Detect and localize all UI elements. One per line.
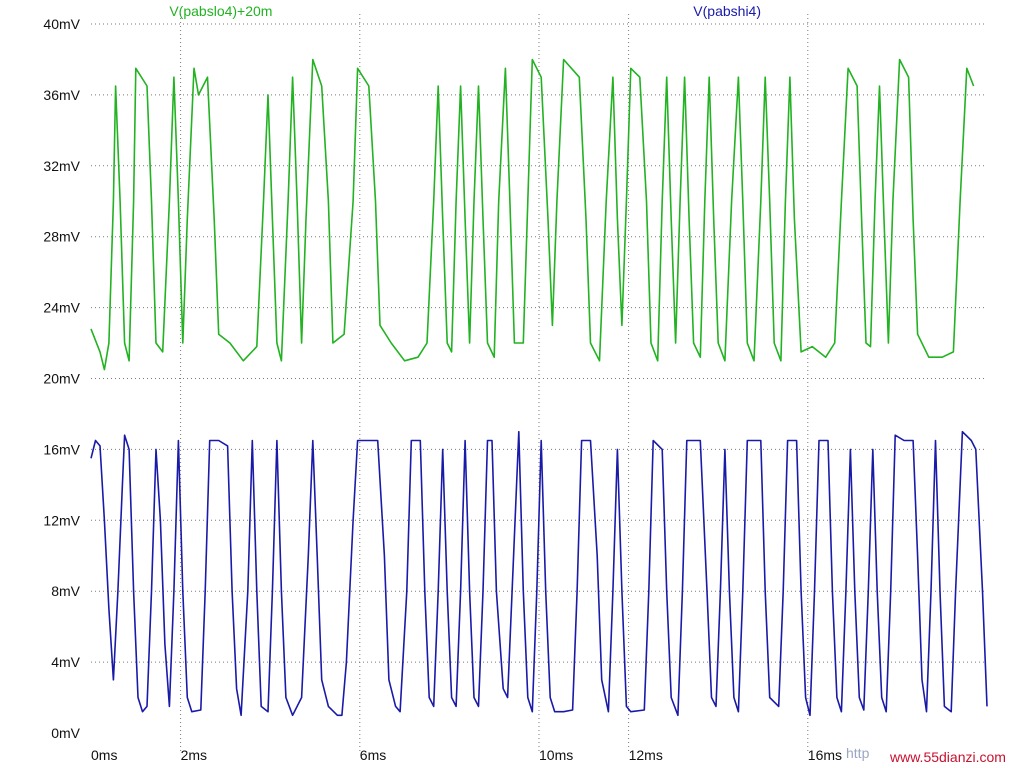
series-layer: [90, 58, 988, 717]
y-tick-label: 20mV: [43, 371, 80, 387]
y-tick-label: 16mV: [43, 441, 80, 457]
watermark-faint-text: http: [846, 745, 870, 761]
y-tick-label: 28mV: [43, 229, 80, 245]
watermark-text: www.55dianzi.com: [889, 749, 1006, 765]
x-tick-label: 16ms: [808, 747, 842, 763]
x-tick-label: 0ms: [91, 747, 117, 763]
axis-ticks: 0mV 4mV 8mV 12mV 16mV 20mV 24mV 28mV 32mV 36mV 40m…: [43, 16, 842, 763]
x-tick-label: 12ms: [629, 747, 663, 763]
y-tick-label: 32mV: [43, 158, 80, 174]
y-tick-label: 0mV: [51, 725, 80, 741]
y-tick-label: 36mV: [43, 87, 80, 103]
y-tick-label: 40mV: [43, 16, 80, 32]
y-tick-label: 24mV: [43, 300, 80, 316]
series-line: [90, 58, 975, 371]
y-tick-label: 8mV: [51, 583, 80, 599]
series-labels: V(pabslo4)+20m V(pabshi4): [169, 3, 761, 19]
x-tick-label: 6ms: [360, 747, 386, 763]
watermark: http www.55dianzi.com: [846, 745, 1006, 765]
y-tick-label: 4mV: [51, 654, 80, 670]
series-name-label: V(pabslo4)+20m: [169, 3, 272, 19]
x-tick-label: 10ms: [539, 747, 573, 763]
series-line: [90, 430, 988, 717]
series-name-label: V(pabshi4): [693, 3, 761, 19]
y-tick-label: 12mV: [43, 512, 80, 528]
x-tick-label: 2ms: [181, 747, 207, 763]
